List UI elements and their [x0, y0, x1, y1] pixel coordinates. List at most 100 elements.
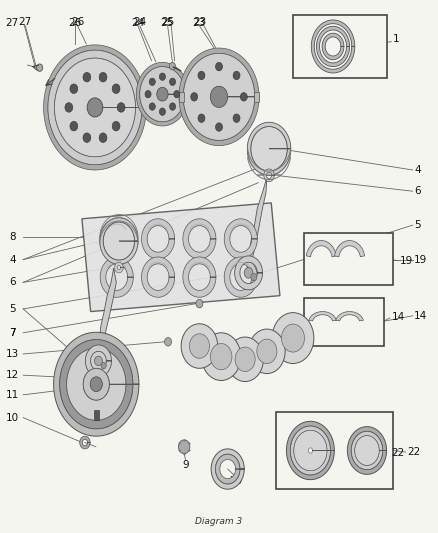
- Polygon shape: [309, 312, 336, 321]
- Bar: [293, 14, 387, 78]
- Circle shape: [244, 268, 253, 278]
- Circle shape: [227, 337, 263, 382]
- Polygon shape: [67, 348, 126, 420]
- Circle shape: [233, 114, 240, 123]
- Circle shape: [191, 93, 198, 101]
- Text: 26: 26: [71, 17, 84, 27]
- Circle shape: [170, 78, 176, 85]
- Polygon shape: [54, 58, 135, 157]
- Text: 9: 9: [182, 460, 189, 470]
- Text: 19: 19: [414, 255, 427, 264]
- Text: 4: 4: [414, 165, 420, 175]
- Circle shape: [282, 324, 304, 352]
- Circle shape: [149, 103, 155, 110]
- Circle shape: [159, 108, 166, 115]
- Circle shape: [83, 368, 110, 400]
- Polygon shape: [183, 219, 216, 259]
- Circle shape: [99, 133, 107, 142]
- Circle shape: [99, 72, 107, 82]
- Text: 25: 25: [160, 18, 173, 28]
- Circle shape: [112, 122, 120, 131]
- Polygon shape: [184, 53, 254, 140]
- Circle shape: [257, 339, 277, 364]
- Text: 20: 20: [229, 477, 242, 486]
- Circle shape: [159, 73, 166, 80]
- Circle shape: [355, 435, 379, 465]
- Circle shape: [65, 103, 73, 112]
- Text: 10: 10: [6, 413, 19, 423]
- Text: 11: 11: [6, 390, 19, 400]
- Polygon shape: [115, 262, 123, 273]
- Text: 5: 5: [9, 304, 16, 314]
- Polygon shape: [103, 222, 134, 260]
- Polygon shape: [179, 48, 259, 146]
- Text: 7: 7: [9, 328, 16, 338]
- Circle shape: [215, 62, 223, 71]
- Polygon shape: [251, 126, 287, 171]
- Polygon shape: [82, 203, 280, 312]
- Text: 13: 13: [6, 349, 19, 359]
- Polygon shape: [336, 312, 363, 321]
- Polygon shape: [136, 62, 188, 126]
- Text: 27: 27: [6, 18, 19, 28]
- Circle shape: [240, 93, 247, 101]
- Polygon shape: [100, 257, 133, 297]
- Polygon shape: [100, 219, 133, 259]
- Polygon shape: [215, 454, 240, 484]
- Circle shape: [83, 133, 91, 142]
- Text: 27: 27: [19, 17, 32, 27]
- Circle shape: [174, 91, 180, 98]
- Polygon shape: [322, 33, 344, 60]
- Circle shape: [215, 123, 223, 131]
- Text: 8: 8: [9, 232, 16, 243]
- Circle shape: [210, 343, 232, 370]
- Polygon shape: [247, 122, 291, 175]
- Bar: [179, 92, 184, 102]
- Polygon shape: [183, 257, 216, 297]
- Bar: [94, 410, 99, 420]
- Polygon shape: [221, 346, 234, 358]
- Text: 5: 5: [414, 220, 420, 230]
- Polygon shape: [80, 436, 90, 449]
- Circle shape: [249, 329, 285, 374]
- Text: 14: 14: [391, 312, 405, 322]
- Circle shape: [90, 377, 102, 392]
- Polygon shape: [140, 67, 185, 122]
- Bar: [276, 413, 393, 489]
- Circle shape: [101, 362, 106, 369]
- Circle shape: [112, 84, 120, 93]
- Text: 6: 6: [414, 186, 420, 196]
- Circle shape: [165, 337, 172, 346]
- Text: 14: 14: [414, 311, 427, 321]
- Circle shape: [181, 324, 218, 368]
- Circle shape: [170, 103, 176, 110]
- Polygon shape: [294, 430, 327, 471]
- Polygon shape: [351, 431, 383, 470]
- Text: 4: 4: [9, 255, 16, 264]
- Text: 25: 25: [161, 17, 174, 27]
- Circle shape: [117, 103, 125, 112]
- Text: 22: 22: [391, 448, 404, 458]
- Circle shape: [198, 71, 205, 80]
- Polygon shape: [247, 177, 267, 269]
- Text: Diagram 3: Diagram 3: [195, 516, 243, 526]
- Bar: [304, 298, 385, 346]
- Polygon shape: [235, 256, 262, 290]
- Polygon shape: [317, 26, 350, 67]
- Circle shape: [233, 71, 240, 80]
- Polygon shape: [141, 219, 175, 259]
- Polygon shape: [306, 240, 336, 257]
- Text: 7: 7: [9, 328, 16, 338]
- Text: 1: 1: [393, 34, 400, 44]
- Text: 19: 19: [400, 256, 413, 266]
- Polygon shape: [311, 20, 355, 73]
- Circle shape: [201, 333, 241, 381]
- Polygon shape: [347, 426, 387, 474]
- Text: 26: 26: [68, 18, 81, 28]
- Circle shape: [37, 64, 43, 71]
- Polygon shape: [53, 332, 139, 436]
- Polygon shape: [97, 268, 116, 357]
- Circle shape: [189, 334, 209, 358]
- Polygon shape: [100, 217, 138, 264]
- Circle shape: [149, 78, 155, 85]
